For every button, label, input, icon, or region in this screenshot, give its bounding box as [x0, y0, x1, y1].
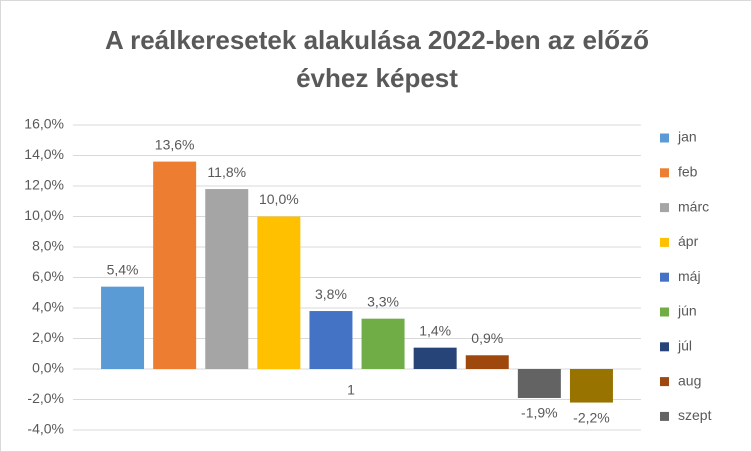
bar — [361, 318, 405, 369]
data-label: 0,9% — [471, 330, 503, 346]
bar — [517, 369, 561, 398]
bar — [465, 355, 509, 369]
y-tick-label: -2,0% — [27, 390, 64, 406]
legend-swatch — [660, 272, 669, 282]
legend-label: feb — [678, 164, 698, 180]
y-tick-label: 2,0% — [32, 329, 64, 345]
bar — [257, 216, 301, 369]
legend-swatch — [660, 377, 669, 387]
legend-label: júl — [677, 338, 692, 354]
y-tick-label: 10,0% — [24, 207, 64, 223]
y-tick-label: 8,0% — [32, 238, 64, 254]
y-tick-label: 14,0% — [24, 146, 64, 162]
data-label: -2,2% — [573, 409, 610, 425]
y-tick-label: -4,0% — [27, 421, 64, 437]
data-label: 3,8% — [315, 286, 347, 302]
legend-swatch — [660, 168, 669, 178]
bar — [413, 347, 457, 369]
bar — [569, 369, 613, 403]
legend-swatch — [660, 411, 669, 421]
bar — [153, 161, 197, 369]
data-label: 1,4% — [419, 322, 451, 338]
x-tick-label: 1 — [347, 382, 355, 398]
data-label: 3,3% — [367, 293, 399, 309]
legend-swatch — [660, 237, 669, 247]
data-label: 10,0% — [259, 191, 299, 207]
legend-label: szept — [678, 407, 712, 423]
data-label: 13,6% — [155, 136, 195, 152]
y-tick-label: 16,0% — [24, 116, 64, 132]
legend-swatch — [660, 133, 669, 143]
data-label: 5,4% — [107, 261, 139, 277]
legend-label: máj — [678, 268, 701, 284]
legend-swatch — [660, 203, 669, 213]
legend-swatch — [660, 307, 669, 317]
legend-swatch — [660, 342, 669, 352]
bar — [205, 189, 249, 369]
bar — [309, 311, 353, 369]
y-tick-label: 12,0% — [24, 177, 64, 193]
bar — [101, 286, 145, 369]
y-tick-label: 4,0% — [32, 299, 64, 315]
legend-label: márc — [678, 198, 709, 214]
y-tick-label: 6,0% — [32, 268, 64, 284]
legend-label: jan — [677, 129, 697, 145]
data-label: -1,9% — [521, 405, 558, 421]
data-label: 11,8% — [207, 164, 246, 180]
chart-title: A reálkeresetek alakulása 2022-ben az el… — [105, 25, 649, 93]
legend-label: ápr — [678, 233, 699, 249]
y-tick-label: 0,0% — [32, 360, 64, 376]
legend-label: aug — [678, 372, 701, 388]
legend-label: jún — [677, 303, 697, 319]
